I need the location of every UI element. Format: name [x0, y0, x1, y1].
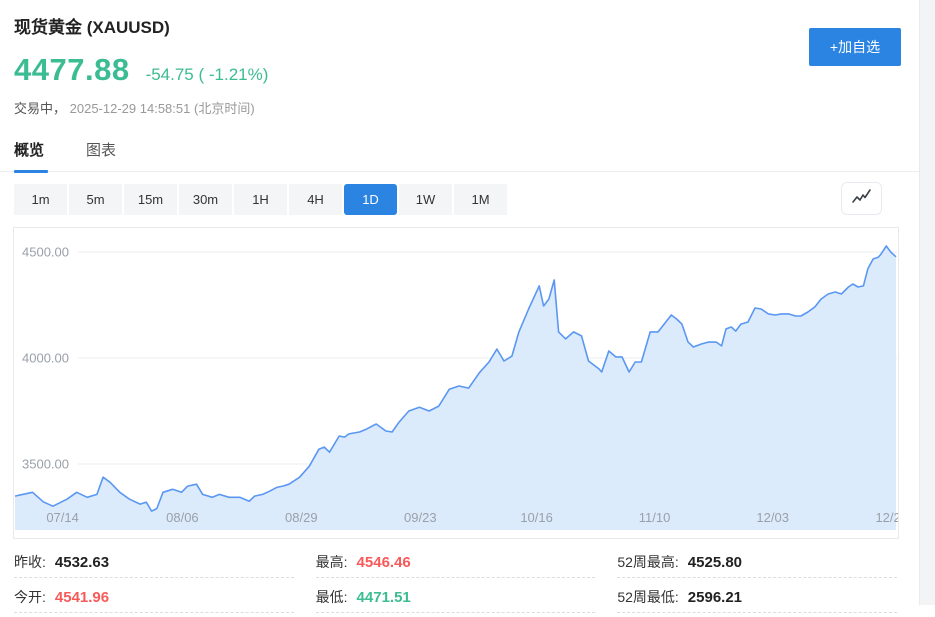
- stat-value: 4532.63: [55, 554, 109, 571]
- y-axis-label: 4000.00: [22, 351, 69, 366]
- line-chart-icon: [851, 188, 873, 209]
- tab-overview[interactable]: 概览: [14, 139, 44, 171]
- stat-label: 昨收:: [14, 552, 46, 572]
- stat-label: 今开:: [14, 587, 46, 607]
- x-axis-label: 12/03: [756, 510, 789, 525]
- stat-low: 最低: 4471.51: [316, 582, 596, 613]
- stat-label: 最低:: [316, 587, 348, 607]
- timezone-label: (北京时间): [194, 101, 255, 116]
- timeframe-1w[interactable]: 1W: [399, 184, 452, 215]
- vertical-scrollbar[interactable]: [919, 0, 935, 605]
- x-axis-label: 09/23: [404, 510, 437, 525]
- page-title: 现货黄金 (XAUUSD): [14, 13, 905, 38]
- price-chart[interactable]: 4500.00 4000.00 3500.00 07/14 08/06 08/29 09/2…: [13, 227, 899, 539]
- quote-header: 现货黄金 (XAUUSD) +加自选 4477.88 -54.75 ( -1.2…: [0, 0, 919, 117]
- stat-value: 4541.96: [55, 589, 109, 606]
- quote-timestamp: 2025-12-29 14:58:51: [70, 101, 191, 116]
- stat-high: 最高: 4546.46: [316, 547, 596, 578]
- stat-prev-close: 昨收: 4532.63: [14, 547, 294, 578]
- timeframe-1m[interactable]: 1m: [14, 184, 67, 215]
- price-row: 4477.88 -54.75 ( -1.21%): [14, 52, 905, 88]
- price-change: -54.75 ( -1.21%): [146, 65, 269, 85]
- tab-chart[interactable]: 图表: [86, 139, 116, 171]
- stat-52w-high: 52周最高: 4525.80: [617, 547, 897, 578]
- x-axis-label: 11/10: [639, 510, 671, 525]
- y-axis-label: 3500.00: [22, 457, 69, 472]
- stat-52w-low: 52周最低: 2596.21: [617, 582, 897, 613]
- stats-grid: 昨收: 4532.63 最高: 4546.46 52周最高: 4525.80 今…: [14, 547, 897, 617]
- timeframe-15m[interactable]: 15m: [124, 184, 177, 215]
- add-watchlist-button[interactable]: +加自选: [809, 28, 901, 66]
- stat-open: 今开: 4541.96: [14, 582, 294, 613]
- stat-value: 2596.21: [688, 589, 742, 606]
- price-chart-svg: 4500.00 4000.00 3500.00 07/14 08/06 08/29 09/2…: [14, 228, 898, 538]
- stat-value: 4471.51: [357, 589, 411, 606]
- timeframe-5m[interactable]: 5m: [69, 184, 122, 215]
- x-axis-label: 08/06: [166, 510, 199, 525]
- quote-page: 现货黄金 (XAUUSD) +加自选 4477.88 -54.75 ( -1.2…: [0, 0, 919, 605]
- stat-label: 最高:: [316, 552, 348, 572]
- trading-status: 交易中，: [14, 101, 66, 116]
- stat-value: 4546.46: [357, 554, 411, 571]
- timeframe-1h[interactable]: 1H: [234, 184, 287, 215]
- timeframe-toolbar: 1m 5m 15m 30m 1H 4H 1D 1W 1M: [14, 184, 905, 217]
- x-axis-label: 08/29: [285, 510, 318, 525]
- timeframe-group: 1m 5m 15m 30m 1H 4H 1D 1W 1M: [14, 184, 905, 215]
- status-row: 交易中， 2025-12-29 14:58:51 (北京时间): [14, 98, 905, 117]
- stat-label: 52周最低:: [617, 587, 678, 607]
- tab-bar: 概览 图表: [0, 139, 919, 172]
- x-axis-label: 10/16: [520, 510, 553, 525]
- chart-type-button[interactable]: [841, 182, 882, 215]
- stat-value: 4525.80: [688, 554, 742, 571]
- timeframe-1m-month[interactable]: 1M: [454, 184, 507, 215]
- x-axis-label: 07/14: [46, 510, 79, 525]
- y-axis-label: 4500.00: [22, 245, 69, 260]
- x-axis-label: 12/2: [875, 510, 898, 525]
- stat-label: 52周最高:: [617, 552, 678, 572]
- timeframe-1d[interactable]: 1D: [344, 184, 397, 215]
- price-area-fill: [15, 246, 896, 530]
- current-price: 4477.88: [14, 52, 130, 88]
- timeframe-30m[interactable]: 30m: [179, 184, 232, 215]
- timeframe-4h[interactable]: 4H: [289, 184, 342, 215]
